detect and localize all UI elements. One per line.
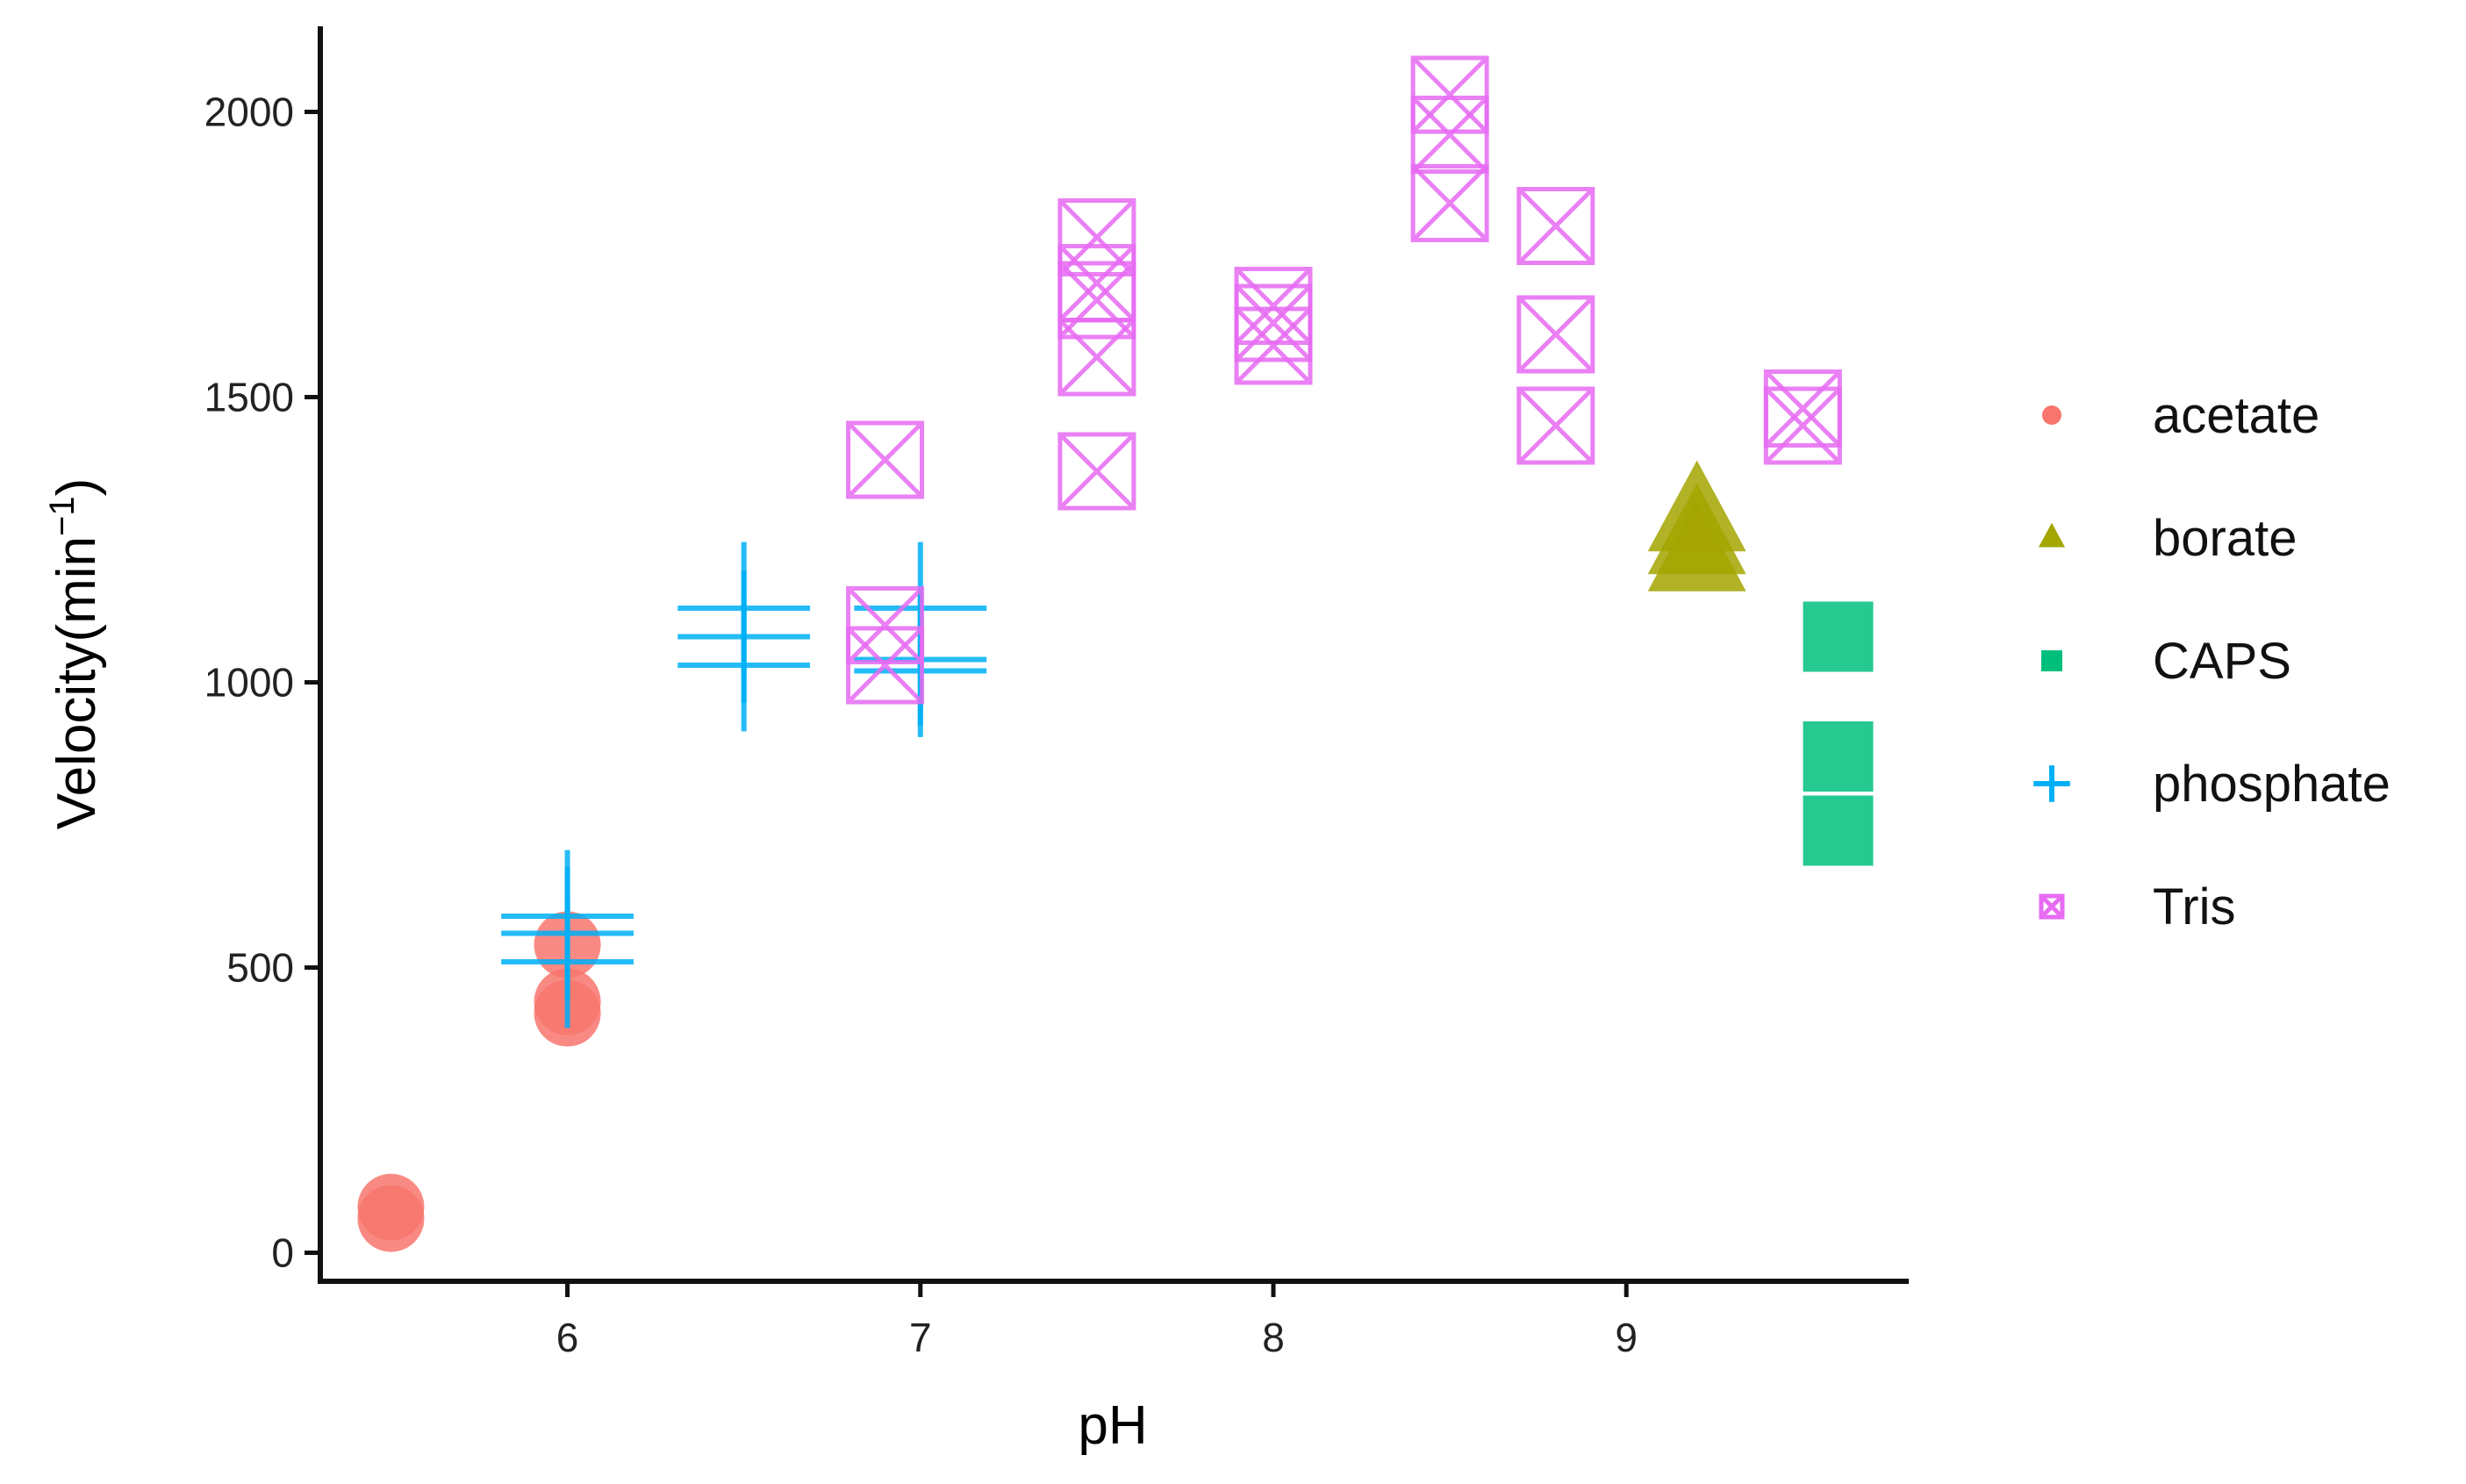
y-axis-title-sup: −1 [43, 496, 82, 536]
data-point-caps [1803, 721, 1874, 792]
data-point-tris [1763, 386, 1842, 465]
legend-item-phosphate: phosphate [2033, 756, 2391, 813]
legend-key-acetate [2042, 405, 2061, 425]
legend-item-caps: CAPS [2041, 633, 2291, 690]
legend-key-phosphate [2033, 765, 2070, 802]
y-axis-title: Velocity(min−1) [43, 478, 107, 830]
legend-label: borate [2153, 510, 2297, 567]
data-point-tris [1057, 261, 1136, 340]
y-axis-title-unit: (min [47, 536, 107, 642]
legend: acetate borate CAPS phosphate Tris [2033, 387, 2391, 936]
data-point-borate [1647, 500, 1746, 591]
y-axis-title-main: Velocity [47, 642, 107, 830]
y-tick-label: 1000 [204, 660, 294, 706]
x-tick-label: 6 [556, 1315, 579, 1360]
data-point-tris [846, 586, 925, 664]
data-point-tris [1234, 306, 1313, 385]
y-tick-label: 500 [226, 945, 294, 991]
y-tick-label: 0 [271, 1230, 294, 1276]
x-tick-label: 9 [1615, 1315, 1638, 1360]
legend-item-acetate: acetate [2042, 387, 2319, 444]
data-point-tris [846, 626, 925, 705]
ticks: 6 7 8 9 0 500 1000 1500 2000 [204, 90, 1638, 1361]
legend-key-tris [2039, 893, 2065, 920]
data-point-acetate [357, 1185, 425, 1252]
axes [318, 26, 1909, 1284]
y-tick-label: 2000 [204, 90, 294, 135]
x-tick-label: 8 [1262, 1315, 1285, 1360]
legend-key-borate [2039, 522, 2065, 548]
data-point-tris [1234, 267, 1313, 345]
data-point-tris [1763, 369, 1842, 448]
data-point-tris [1516, 386, 1595, 465]
data-point-tris [1057, 318, 1136, 397]
data-point-tris [1516, 187, 1595, 265]
x-axis-title: pH [1078, 1395, 1147, 1456]
legend-key-caps [2041, 650, 2062, 671]
data-point-tris [1057, 432, 1136, 511]
data-point-tris [1057, 244, 1136, 322]
legend-label: CAPS [2153, 633, 2291, 690]
data-point-tris [1516, 295, 1595, 374]
data-point-phosphate [677, 599, 811, 732]
data-point-phosphate [501, 895, 634, 1029]
data-point-tris [1410, 96, 1489, 174]
data-points [357, 55, 1874, 1252]
legend-label: Tris [2153, 878, 2235, 936]
legend-item-tris: Tris [2039, 878, 2235, 936]
y-axis-title-close: ) [47, 478, 107, 497]
y-tick-label: 1500 [204, 375, 294, 420]
legend-label: acetate [2153, 387, 2319, 444]
x-tick-label: 7 [909, 1315, 932, 1360]
data-point-tris [1410, 164, 1489, 242]
data-point-caps [1803, 601, 1874, 672]
data-point-caps [1803, 795, 1874, 866]
legend-item-borate: borate [2039, 510, 2297, 567]
legend-label: phosphate [2153, 756, 2391, 813]
data-point-tris [1410, 55, 1489, 134]
data-point-tris [846, 420, 925, 499]
